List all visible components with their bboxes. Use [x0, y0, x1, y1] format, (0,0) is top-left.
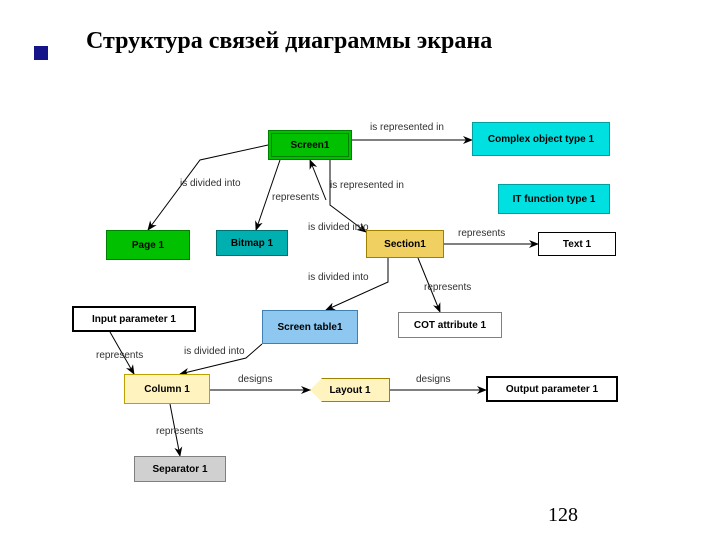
node-label: Input parameter 1	[92, 314, 176, 325]
edge-label: is divided into	[184, 346, 245, 357]
node-label: Screen table1	[277, 322, 342, 333]
node-section1: Section1	[366, 230, 444, 258]
node-text1: Text 1	[538, 232, 616, 256]
edge-label: represents	[458, 228, 505, 239]
node-label: Page 1	[132, 240, 164, 251]
node-page1: Page 1	[106, 230, 190, 260]
slide-title: Структура связей диаграммы экрана	[86, 28, 492, 55]
node-label: Column 1	[144, 384, 190, 395]
node-label: Screen1	[291, 140, 330, 151]
node-cot1: Complex object type 1	[472, 122, 610, 156]
node-screen1: Screen1	[268, 130, 352, 160]
edge-label: is represented in	[330, 180, 404, 191]
node-column1: Column 1	[124, 374, 210, 404]
edge-label: represents	[424, 282, 471, 293]
node-stable1: Screen table1	[262, 310, 358, 344]
edge-label: represents	[156, 426, 203, 437]
edge-label: is represented in	[370, 122, 444, 133]
node-bitmap1: Bitmap 1	[216, 230, 288, 256]
edge-label: designs	[238, 374, 272, 385]
edge-label: designs	[416, 374, 450, 385]
edge-label: represents	[96, 350, 143, 361]
node-label: Output parameter 1	[506, 384, 598, 395]
node-label: Section1	[384, 239, 426, 250]
node-label: IT function type 1	[513, 194, 596, 205]
bullet-icon	[34, 46, 56, 60]
edge-label: is divided into	[180, 178, 241, 189]
node-label: COT attribute 1	[414, 320, 486, 331]
node-outparam: Output parameter 1	[486, 376, 618, 402]
node-label: Text 1	[563, 239, 591, 250]
slide: Структура связей диаграммы экрана Screen…	[0, 0, 720, 540]
node-label: Separator 1	[152, 464, 207, 475]
edges-layer	[0, 0, 720, 540]
node-separator: Separator 1	[134, 456, 226, 482]
node-itfunc: IT function type 1	[498, 184, 610, 214]
node-label: Complex object type 1	[488, 134, 594, 145]
page-number: 128	[548, 504, 578, 527]
node-label: Layout 1	[329, 385, 370, 396]
node-layout1: Layout 1	[310, 378, 390, 402]
node-label: Bitmap 1	[231, 238, 273, 249]
node-cotattr: COT attribute 1	[398, 312, 502, 338]
edge-label: is divided into	[308, 272, 369, 283]
node-inparam: Input parameter 1	[72, 306, 196, 332]
edge-label: is divided into	[308, 222, 369, 233]
edge	[326, 258, 388, 310]
edge-label: represents	[272, 192, 319, 203]
